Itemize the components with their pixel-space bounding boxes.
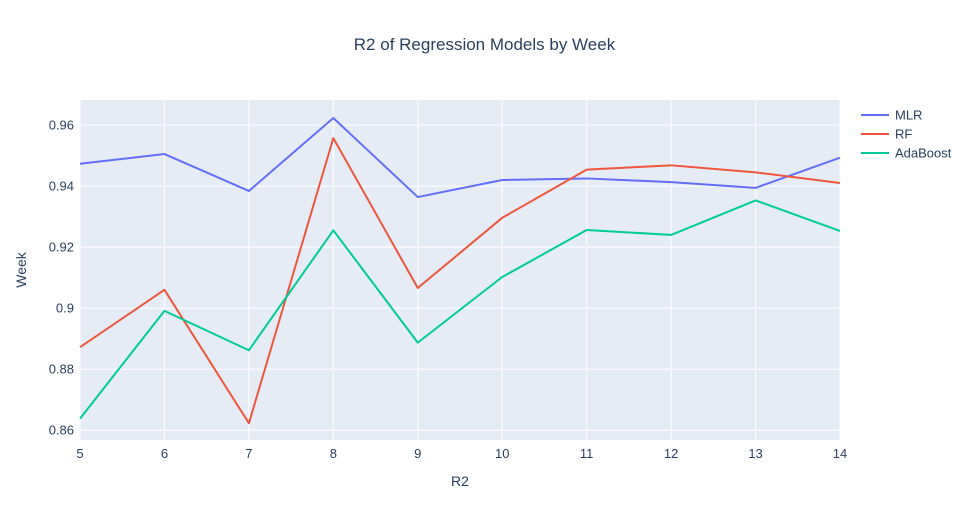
y-axis-ticks: 0.86 0.88 0.9 0.92 0.94 0.96 — [49, 118, 74, 438]
data-point-mlr — [585, 176, 589, 180]
series-line-adaboost — [79, 199, 841, 420]
data-point-rf — [331, 136, 335, 140]
x-tick-label: 13 — [748, 446, 762, 461]
data-point-rf — [838, 181, 842, 185]
x-tick-label: 14 — [833, 446, 847, 461]
x-tick-label: 11 — [580, 446, 594, 461]
gridlines — [79, 100, 841, 440]
y-tick-label: 0.94 — [49, 179, 74, 194]
y-axis-label: Week — [13, 251, 29, 288]
data-point-rf — [585, 168, 589, 172]
y-tick-label: 0.86 — [49, 423, 74, 438]
y-tick-label: 0.88 — [49, 362, 74, 377]
series-lines — [78, 116, 842, 425]
legend-label: MLR — [895, 108, 922, 123]
x-axis-ticks: 5 6 7 8 9 10 11 12 13 14 — [76, 446, 847, 461]
y-tick-label: 0.92 — [49, 240, 74, 255]
data-point-adaboost — [416, 341, 420, 345]
x-tick-label: 7 — [245, 446, 252, 461]
data-point-mlr — [247, 189, 251, 193]
data-point-mlr — [416, 195, 420, 199]
series-line-mlr — [79, 117, 841, 199]
legend-label: RF — [895, 127, 912, 142]
x-axis-label: R2 — [451, 473, 469, 489]
data-point-mlr — [78, 162, 82, 166]
x-tick-label: 5 — [76, 446, 83, 461]
chart-title: R2 of Regression Models by Week — [354, 35, 616, 54]
data-point-mlr — [331, 116, 335, 120]
y-tick-label: 0.9 — [56, 301, 74, 316]
data-point-rf — [78, 345, 82, 349]
x-tick-label: 9 — [414, 446, 421, 461]
data-point-mlr — [162, 152, 166, 156]
plot-background — [80, 100, 840, 440]
data-point-adaboost — [754, 198, 758, 202]
legend-label: AdaBoost — [895, 146, 952, 161]
data-point-mlr — [754, 186, 758, 190]
x-tick-label: 12 — [664, 446, 678, 461]
data-point-rf — [500, 216, 504, 220]
data-point-rf — [754, 170, 758, 174]
data-point-rf — [669, 163, 673, 167]
data-point-rf — [416, 286, 420, 290]
data-point-adaboost — [585, 228, 589, 232]
x-tick-label: 10 — [495, 446, 509, 461]
data-point-adaboost — [247, 348, 251, 352]
data-point-adaboost — [838, 229, 842, 233]
x-tick-label: 8 — [330, 446, 337, 461]
data-point-adaboost — [331, 228, 335, 232]
data-point-adaboost — [500, 275, 504, 279]
data-point-mlr — [838, 156, 842, 160]
data-point-adaboost — [78, 417, 82, 421]
data-point-rf — [162, 288, 166, 292]
data-point-adaboost — [162, 309, 166, 313]
x-tick-label: 6 — [161, 446, 168, 461]
legend: MLR RF AdaBoost — [861, 108, 952, 161]
y-tick-label: 0.96 — [49, 118, 74, 133]
series-line-rf — [79, 137, 841, 425]
data-point-adaboost — [669, 233, 673, 237]
data-point-mlr — [669, 180, 673, 184]
data-point-rf — [247, 421, 251, 425]
data-point-mlr — [500, 178, 504, 182]
